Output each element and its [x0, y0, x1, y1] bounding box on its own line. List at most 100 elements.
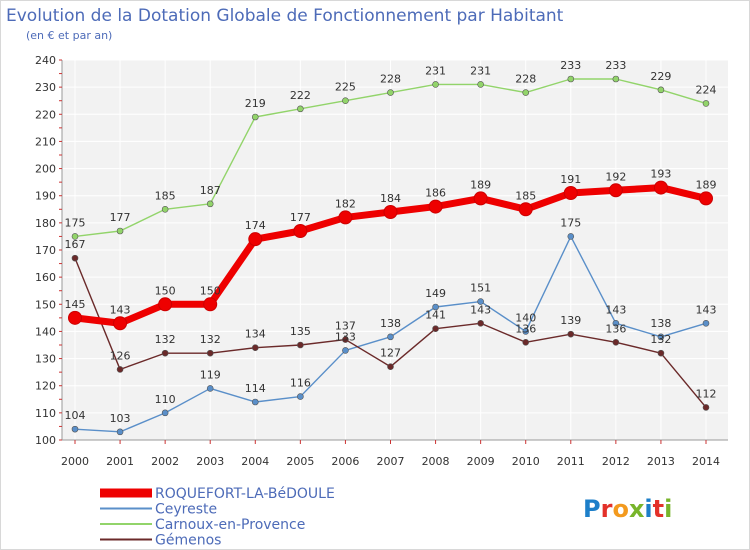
y-tick-label: 140	[35, 325, 56, 338]
data-label: 145	[65, 298, 86, 311]
data-label: 135	[290, 325, 311, 338]
data-point	[297, 393, 304, 400]
data-point	[203, 297, 218, 312]
data-label: 134	[245, 328, 266, 341]
data-label: 231	[470, 64, 491, 77]
data-point	[702, 100, 710, 107]
data-point	[342, 336, 349, 343]
data-label: 182	[335, 197, 356, 210]
data-point	[71, 425, 79, 433]
data-point	[71, 254, 79, 262]
data-label: 126	[110, 349, 131, 362]
proxiti-logo: Proxiti	[583, 495, 672, 523]
legend-swatch	[100, 538, 152, 541]
data-label: 136	[605, 322, 626, 335]
data-label: 143	[696, 303, 717, 316]
data-label: 143	[110, 303, 131, 316]
data-point	[432, 81, 439, 88]
data-point	[702, 404, 710, 411]
data-point	[251, 344, 259, 352]
data-label: 192	[605, 170, 626, 183]
data-label: 186	[425, 187, 446, 200]
y-tick-label: 130	[35, 353, 56, 366]
data-label: 151	[470, 282, 491, 295]
data-point	[251, 113, 259, 121]
data-label: 132	[200, 333, 221, 346]
y-tick-label: 180	[35, 217, 56, 230]
data-point	[477, 81, 484, 88]
data-label: 137	[335, 320, 356, 333]
data-label: 231	[425, 64, 446, 77]
data-point	[116, 227, 124, 235]
data-point	[206, 349, 214, 357]
data-label: 143	[605, 303, 626, 316]
data-point	[387, 363, 394, 371]
data-point	[567, 75, 575, 83]
data-label: 143	[470, 303, 491, 316]
data-label: 225	[335, 81, 356, 94]
data-point	[297, 341, 304, 349]
y-tick-label: 200	[35, 163, 56, 176]
data-point	[293, 224, 308, 238]
x-tick-label: 2002	[151, 455, 179, 468]
data-point	[161, 349, 169, 357]
data-point	[477, 298, 484, 305]
data-point	[432, 303, 439, 311]
data-label: 222	[290, 89, 311, 102]
data-point	[608, 183, 623, 198]
legend-label: Ceyreste	[155, 502, 217, 518]
data-label: 112	[696, 387, 717, 400]
chart-subtitle: (en € et par an)	[26, 29, 112, 42]
data-label: 141	[425, 309, 446, 322]
x-axis: 2000 2001 2002 2003 2004 2005 2006 2007 2008 2009…	[61, 439, 728, 468]
data-point	[387, 89, 394, 96]
data-label: 174	[245, 219, 266, 232]
data-label: 140	[515, 311, 536, 324]
x-tick-label: 2008	[422, 455, 450, 468]
x-tick-label: 2000	[61, 455, 89, 468]
legend-swatch	[100, 488, 152, 498]
data-point	[522, 89, 530, 96]
data-label: 138	[380, 317, 401, 330]
y-tick-label: 170	[35, 244, 56, 257]
data-label: 177	[290, 211, 311, 224]
data-point	[653, 180, 668, 195]
data-point	[612, 338, 620, 346]
data-point	[338, 210, 353, 225]
x-tick-label: 2003	[196, 455, 224, 468]
data-point	[116, 366, 124, 373]
x-tick-label: 2012	[602, 455, 630, 468]
x-tick-label: 2007	[377, 455, 405, 468]
chart-title: Evolution de la Dotation Globale de Fonc…	[6, 6, 564, 26]
data-label: 104	[65, 409, 86, 422]
data-label: 132	[650, 333, 671, 346]
data-label: 175	[65, 216, 86, 229]
data-label: 219	[245, 97, 266, 110]
data-label: 136	[515, 322, 536, 335]
data-point	[699, 191, 713, 206]
data-point	[567, 330, 575, 338]
data-label: 185	[155, 189, 176, 202]
data-label: 228	[380, 73, 401, 86]
x-tick-label: 2014	[692, 455, 720, 468]
data-label: 138	[650, 317, 671, 330]
y-tick-label: 190	[35, 190, 56, 203]
x-tick-label: 2005	[286, 455, 314, 468]
data-point	[477, 319, 484, 327]
data-label: 224	[696, 83, 717, 96]
data-label: 233	[560, 59, 581, 72]
data-label: 103	[110, 412, 131, 425]
y-tick-label: 160	[35, 271, 56, 284]
x-tick-label: 2011	[557, 455, 585, 468]
data-point	[161, 409, 169, 417]
data-point	[657, 86, 665, 94]
y-tick-label: 100	[35, 434, 56, 447]
y-tick-label: 240	[35, 54, 56, 67]
data-point	[522, 338, 530, 346]
data-label: 110	[155, 393, 176, 406]
data-label: 167	[65, 238, 86, 251]
x-tick-label: 2004	[241, 455, 269, 468]
data-point	[161, 205, 169, 213]
x-tick-label: 2010	[512, 455, 540, 468]
